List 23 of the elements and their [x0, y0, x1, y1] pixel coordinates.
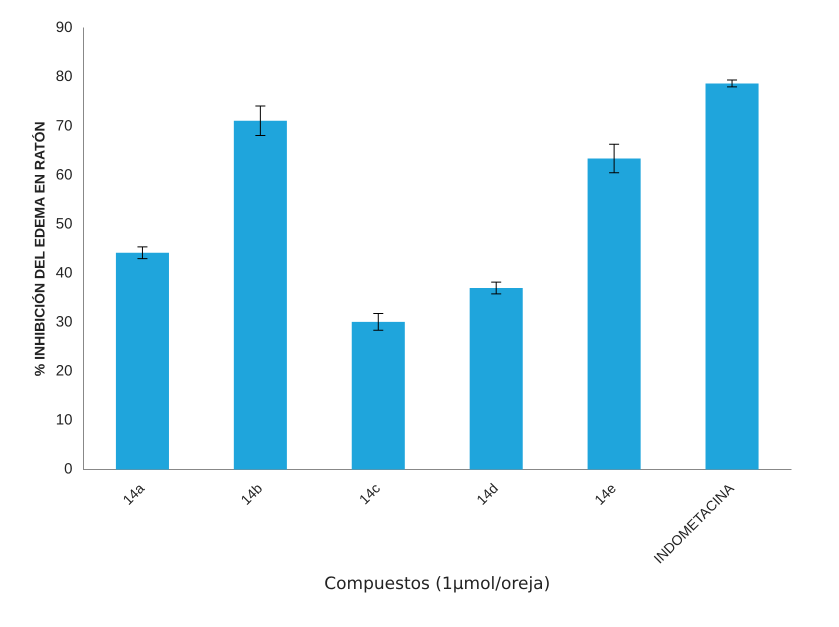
- bar: [706, 83, 759, 470]
- bar: [352, 322, 405, 470]
- y-tick-label: 80: [56, 68, 72, 86]
- x-tick-label: 14b: [237, 480, 266, 508]
- y-axis-title: % INHIBICIÓN DEL EDEMA EN RATÓN: [31, 121, 48, 376]
- x-tick-label: 14c: [356, 480, 384, 508]
- y-tick-label: 50: [56, 215, 72, 232]
- y-tick-label: 60: [56, 166, 72, 184]
- y-tick-label: 30: [56, 314, 72, 331]
- y-tick-label: 0: [64, 460, 72, 478]
- x-axis-title: Compuestos (1µmol/oreja): [324, 574, 550, 594]
- bar: [116, 252, 169, 470]
- x-tick-label: 14a: [119, 480, 148, 508]
- bar: [470, 288, 523, 470]
- y-tick-label: 20: [56, 362, 72, 380]
- y-tick-label: 10: [56, 412, 72, 429]
- y-tick-label: 40: [56, 264, 72, 282]
- y-tick-label: 90: [56, 19, 72, 36]
- x-tick-label: 14e: [591, 480, 620, 508]
- bar: [234, 120, 287, 470]
- x-tick-label: 14d: [473, 480, 502, 508]
- bar: [588, 158, 641, 470]
- y-tick-label: 70: [56, 117, 72, 134]
